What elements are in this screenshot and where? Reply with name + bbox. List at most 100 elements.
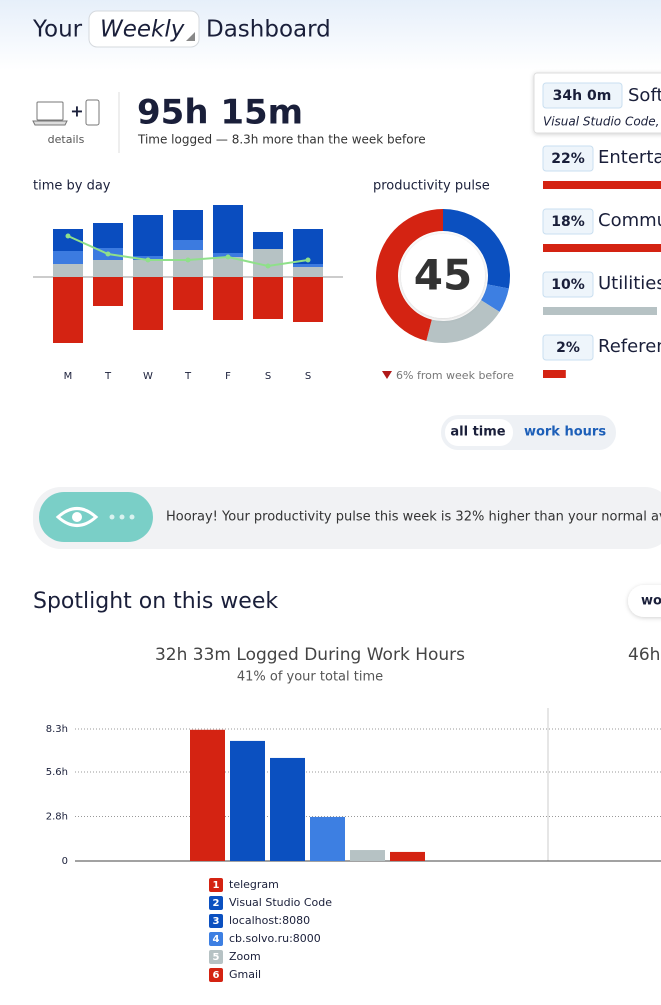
- legend-rank: 3: [213, 916, 220, 927]
- category-pill: [542, 334, 594, 361]
- category-pill: [542, 271, 594, 298]
- toggle-option[interactable]: all time: [450, 425, 505, 440]
- bar-segment: [93, 260, 123, 277]
- bar-segment: [93, 223, 123, 248]
- select-arrow: [186, 32, 195, 41]
- donut-segment: [443, 209, 510, 289]
- bar-segment: [133, 260, 163, 277]
- banner: [33, 487, 661, 549]
- donut-segment: [426, 300, 500, 343]
- toggle-option[interactable]: work hours: [524, 425, 606, 440]
- total-caption: Time logged — 8.3h more than the week be…: [137, 133, 426, 147]
- legend-label[interactable]: cb.solvo.ru:8000: [229, 932, 321, 945]
- legend-swatch: [209, 914, 223, 928]
- bar-segment: [173, 210, 203, 240]
- legend-swatch: [209, 878, 223, 892]
- phone-icon: [85, 99, 100, 126]
- legend-swatch: [209, 896, 223, 910]
- donut-center: [401, 234, 485, 318]
- bar[interactable]: [310, 816, 345, 861]
- pulse-note: 6% from week before: [396, 369, 514, 382]
- top-category-name: Soft: [628, 85, 661, 106]
- bar[interactable]: [270, 757, 305, 861]
- legend-swatch: [209, 968, 223, 982]
- trend-point: [145, 257, 151, 263]
- bar-segment: [53, 277, 83, 343]
- bar-segment: [53, 264, 83, 277]
- legend-rank: 4: [213, 934, 220, 945]
- down-arrow: [382, 371, 392, 379]
- bar-segment: [93, 277, 123, 306]
- details-link[interactable]: details: [48, 133, 85, 146]
- category-name[interactable]: Entertai: [598, 147, 661, 168]
- chart-title: 32h 33m Logged During Work Hours: [155, 645, 465, 665]
- legend-label[interactable]: Zoom: [229, 950, 261, 963]
- category-name[interactable]: Commu: [598, 210, 661, 231]
- header-prefix: Your: [32, 17, 83, 43]
- bar[interactable]: [230, 740, 265, 861]
- bar-segment: [213, 205, 243, 253]
- y-tick-label: 0: [62, 856, 68, 867]
- bar-segment: [293, 264, 323, 267]
- legend-label[interactable]: Gmail: [229, 968, 261, 981]
- chart-title: time by day: [33, 179, 111, 194]
- x-tick-label: T: [184, 371, 192, 382]
- bar-segment: [133, 215, 163, 256]
- legend-rank: 6: [213, 970, 220, 981]
- y-tick-label: 8.3h: [46, 724, 68, 735]
- legend-rank: 1: [213, 880, 220, 891]
- category-bar: [543, 370, 566, 378]
- spotlight-button[interactable]: [628, 585, 661, 617]
- category-bar: [543, 181, 661, 189]
- x-tick-label: M: [64, 371, 73, 382]
- spotlight-title: Spotlight on this week: [33, 589, 278, 614]
- category-percent: 22%: [551, 151, 585, 167]
- legend-label[interactable]: localhost:8080: [229, 914, 310, 927]
- x-tick-label: W: [143, 371, 153, 382]
- trend-point: [225, 254, 231, 260]
- devices-icon[interactable]: [32, 99, 100, 126]
- bar-segment: [213, 257, 243, 277]
- x-tick-label: F: [225, 371, 231, 382]
- bar-segment: [293, 277, 323, 322]
- header-suffix: Dashboard: [206, 17, 331, 43]
- bar-segment: [253, 277, 283, 319]
- bar-segment: [293, 267, 323, 277]
- bar-segment: [173, 240, 203, 250]
- time-pill: [542, 82, 623, 109]
- trend-point: [265, 263, 271, 269]
- bar-segment: [173, 250, 203, 277]
- legend-label[interactable]: Visual Studio Code: [229, 896, 332, 909]
- category-name[interactable]: Referen: [598, 336, 661, 357]
- eye-icon: [55, 507, 99, 527]
- category-pill: [542, 145, 594, 172]
- y-tick-label: 2.8h: [46, 811, 68, 822]
- legend-label[interactable]: telegram: [229, 878, 279, 891]
- category-name[interactable]: Utilities: [598, 273, 661, 294]
- bar-segment: [213, 277, 243, 320]
- period-value[interactable]: Weekly: [100, 17, 185, 43]
- bar[interactable]: [390, 851, 425, 861]
- legend-rank: 2: [213, 898, 220, 909]
- bar-segment: [133, 277, 163, 330]
- dot: [129, 514, 135, 520]
- period-select[interactable]: [88, 10, 200, 48]
- spotlight-button-label[interactable]: wo: [641, 594, 661, 609]
- x-tick-label: S: [265, 371, 271, 382]
- trend-point: [105, 251, 111, 257]
- donut-segment: [376, 209, 443, 341]
- total-time: 95h 15m: [137, 93, 303, 133]
- top-category-time: 34h 0m: [553, 88, 612, 104]
- next-chart-title: 46h: [628, 645, 660, 665]
- laptop-icon: [36, 101, 64, 121]
- bar[interactable]: [350, 850, 385, 861]
- plus: +: [70, 102, 83, 121]
- chart-title: productivity pulse: [373, 179, 490, 194]
- x-tick-label: T: [104, 371, 112, 382]
- pulse-score: 45: [414, 251, 472, 300]
- bar[interactable]: [190, 729, 225, 861]
- category-percent: 10%: [551, 277, 585, 293]
- trend-point: [305, 257, 311, 263]
